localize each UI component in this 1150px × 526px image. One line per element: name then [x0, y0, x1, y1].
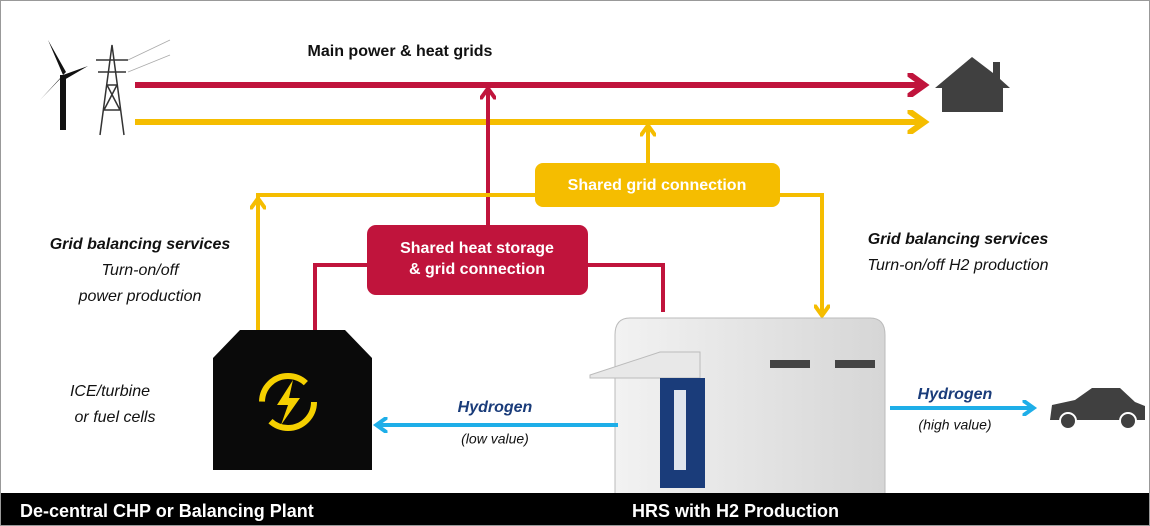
- plant-note: ICE/turbine: [70, 383, 150, 400]
- right-services-title: Grid balancing services: [868, 231, 1049, 248]
- vent: [770, 360, 810, 368]
- footer-label: HRS with H2 Production: [632, 501, 839, 521]
- pylon: [96, 39, 171, 136]
- power-icon-ring: [259, 373, 317, 431]
- shared-grid-box: [535, 163, 780, 207]
- hrs-canopy: [589, 351, 701, 379]
- shared-grid-label: Shared grid connection: [568, 177, 747, 194]
- shared-heat-box: [367, 225, 588, 295]
- house-icon: [935, 57, 1010, 112]
- wind-turbine: [40, 40, 88, 130]
- vent: [835, 360, 875, 368]
- shared-heat-label: Shared heat storage: [400, 240, 554, 257]
- title: Main power & heat grids: [308, 43, 493, 60]
- flow-label: Hydrogen: [918, 386, 993, 403]
- footer-bar: [1, 493, 1149, 525]
- shared-heat-label: & grid connection: [409, 261, 545, 278]
- dispenser-panel: [674, 390, 686, 470]
- right-services-text: Turn-on/off H2 production: [867, 257, 1048, 274]
- plant-note: or fuel cells: [75, 409, 156, 426]
- footer-label: De-central CHP or Balancing Plant: [20, 501, 314, 521]
- flow-note: (low value): [461, 431, 529, 447]
- left-services-text: power production: [78, 288, 202, 305]
- hrs-station: [614, 317, 886, 501]
- car-icon: [1050, 388, 1145, 430]
- left-services-title: Grid balancing services: [50, 236, 231, 253]
- flow-label: Hydrogen: [458, 399, 533, 416]
- left-services-text: Turn-on/off: [101, 262, 180, 279]
- power-icon-bolt: [277, 380, 300, 425]
- flow-note: (high value): [918, 417, 991, 433]
